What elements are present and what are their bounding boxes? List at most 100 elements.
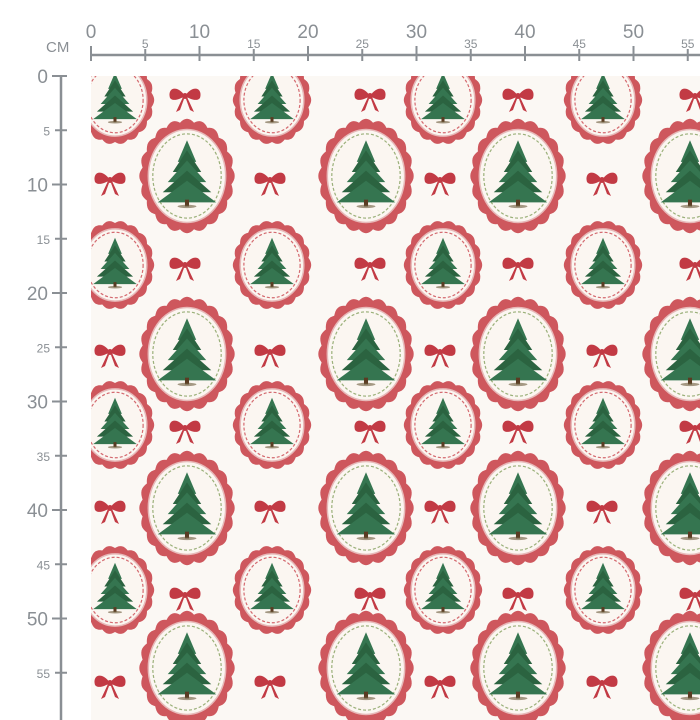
top-ruler-label: 30 bbox=[406, 22, 427, 43]
christmas-tree-icon bbox=[250, 397, 294, 449]
small-tree-medallion bbox=[232, 546, 312, 634]
small-tree-medallion bbox=[403, 221, 483, 309]
red-bow-icon bbox=[679, 587, 700, 611]
left-ruler-label: 55 bbox=[37, 667, 51, 681]
left-ruler-label: 30 bbox=[27, 393, 48, 414]
red-bow-icon bbox=[502, 88, 534, 112]
christmas-tree-icon bbox=[250, 76, 294, 124]
top-ruler-label: 50 bbox=[623, 22, 644, 43]
left-ruler-label: 60 bbox=[27, 718, 48, 720]
top-ruler-label: 5 bbox=[142, 37, 149, 51]
christmas-tree-icon bbox=[336, 632, 396, 701]
red-bow-icon bbox=[679, 88, 700, 112]
left-ruler-label: 45 bbox=[37, 558, 51, 572]
christmas-tree-icon bbox=[93, 237, 137, 289]
red-bow-icon bbox=[254, 344, 286, 368]
small-tree-medallion bbox=[91, 221, 155, 309]
christmas-tree-icon bbox=[581, 562, 625, 614]
christmas-tree-icon bbox=[421, 237, 465, 289]
large-tree-medallion bbox=[470, 610, 566, 720]
red-bow-icon bbox=[354, 420, 386, 444]
ruler-unit-label: CM bbox=[46, 39, 69, 56]
left-ruler-label: 10 bbox=[27, 176, 48, 197]
red-bow-icon bbox=[586, 172, 618, 196]
christmas-tree-icon bbox=[488, 318, 548, 387]
christmas-tree-icon bbox=[336, 318, 396, 387]
small-tree-medallion bbox=[91, 76, 155, 144]
fabric-pattern-preview bbox=[91, 76, 700, 720]
red-bow-icon bbox=[502, 587, 534, 611]
red-bow-icon bbox=[424, 344, 456, 368]
red-bow-icon bbox=[586, 500, 618, 524]
large-tree-medallion bbox=[318, 450, 414, 566]
red-bow-icon bbox=[254, 172, 286, 196]
left-ruler-label: 20 bbox=[27, 284, 48, 305]
red-bow-icon bbox=[94, 344, 126, 368]
small-tree-medallion bbox=[403, 76, 483, 144]
red-bow-icon bbox=[354, 257, 386, 281]
christmas-tree-icon bbox=[421, 562, 465, 614]
left-ruler-label: 50 bbox=[27, 610, 48, 631]
small-tree-medallion bbox=[403, 546, 483, 634]
christmas-tree-icon bbox=[250, 237, 294, 289]
small-tree-medallion bbox=[232, 221, 312, 309]
red-bow-icon bbox=[94, 675, 126, 699]
red-bow-icon bbox=[679, 420, 700, 444]
red-bow-icon bbox=[424, 500, 456, 524]
small-tree-medallion bbox=[232, 381, 312, 469]
large-tree-medallion bbox=[642, 610, 700, 720]
left-ruler-label: 0 bbox=[37, 67, 48, 88]
left-ruler-label: 40 bbox=[27, 501, 48, 522]
large-tree-medallion bbox=[642, 450, 700, 566]
christmas-tree-icon bbox=[660, 632, 700, 701]
top-ruler-label: 45 bbox=[573, 37, 587, 51]
small-tree-medallion bbox=[563, 76, 643, 144]
christmas-tree-icon bbox=[421, 397, 465, 449]
christmas-tree-icon bbox=[157, 140, 217, 209]
large-tree-medallion bbox=[642, 118, 700, 234]
red-bow-icon bbox=[94, 500, 126, 524]
christmas-tree-icon bbox=[488, 472, 548, 541]
large-tree-medallion bbox=[642, 296, 700, 412]
large-tree-medallion bbox=[470, 296, 566, 412]
red-bow-icon bbox=[254, 500, 286, 524]
small-tree-medallion bbox=[232, 76, 312, 144]
large-tree-medallion bbox=[318, 610, 414, 720]
red-bow-icon bbox=[354, 587, 386, 611]
top-ruler-label: 10 bbox=[189, 22, 210, 43]
red-bow-icon bbox=[424, 172, 456, 196]
christmas-tree-icon bbox=[93, 562, 137, 614]
christmas-tree-icon bbox=[488, 632, 548, 701]
large-tree-medallion bbox=[139, 450, 235, 566]
large-tree-medallion bbox=[318, 118, 414, 234]
large-tree-medallion bbox=[318, 296, 414, 412]
large-tree-medallion bbox=[139, 118, 235, 234]
red-bow-icon bbox=[354, 88, 386, 112]
red-bow-icon bbox=[586, 344, 618, 368]
christmas-tree-icon bbox=[336, 140, 396, 209]
red-bow-icon bbox=[169, 587, 201, 611]
small-tree-medallion bbox=[403, 381, 483, 469]
pattern-canvas bbox=[91, 76, 700, 720]
top-ruler-label: 25 bbox=[356, 37, 370, 51]
red-bow-icon bbox=[94, 172, 126, 196]
red-bow-icon bbox=[169, 88, 201, 112]
red-bow-icon bbox=[424, 675, 456, 699]
small-tree-medallion bbox=[563, 381, 643, 469]
large-tree-medallion bbox=[139, 610, 235, 720]
left-ruler-label: 25 bbox=[37, 341, 51, 355]
red-bow-icon bbox=[169, 420, 201, 444]
red-bow-icon bbox=[502, 420, 534, 444]
christmas-tree-icon bbox=[581, 237, 625, 289]
christmas-tree-icon bbox=[421, 76, 465, 124]
red-bow-icon bbox=[502, 257, 534, 281]
left-ruler-label: 35 bbox=[37, 450, 51, 464]
large-tree-medallion bbox=[139, 296, 235, 412]
top-ruler-label: 0 bbox=[86, 22, 97, 43]
red-bow-icon bbox=[169, 257, 201, 281]
christmas-tree-icon bbox=[93, 397, 137, 449]
small-tree-medallion bbox=[91, 546, 155, 634]
left-ruler-label: 15 bbox=[37, 233, 51, 247]
top-ruler-label: 40 bbox=[514, 22, 535, 43]
